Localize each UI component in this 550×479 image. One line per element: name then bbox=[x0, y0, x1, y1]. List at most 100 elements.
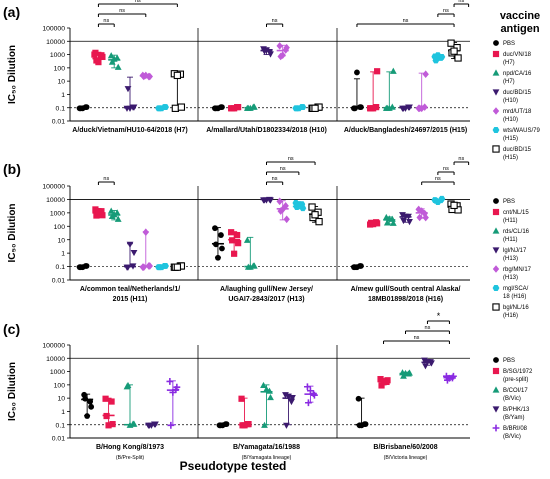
y-tick-label: 0.1 bbox=[56, 264, 66, 271]
series-duc-vn-18 bbox=[91, 49, 106, 66]
ns-label: ns bbox=[458, 156, 464, 162]
marker-square bbox=[109, 421, 116, 428]
series-pbs bbox=[81, 391, 95, 419]
legend-label: duc/BD/15 bbox=[503, 147, 532, 153]
marker-circle bbox=[219, 245, 225, 252]
legend-label: PBS bbox=[503, 41, 515, 47]
y-tick-label: 10 bbox=[57, 396, 65, 403]
legend-label: duc/BD/15 bbox=[503, 90, 532, 96]
series-bgl-nl-16 bbox=[447, 200, 462, 214]
marker-triangle-up bbox=[263, 385, 270, 393]
marker-plus bbox=[446, 374, 453, 382]
marker-circle bbox=[354, 264, 360, 271]
marker-square bbox=[229, 237, 236, 244]
marker-plus bbox=[304, 383, 311, 391]
panel-label: (a) bbox=[3, 4, 20, 20]
marker-square bbox=[241, 422, 248, 429]
marker-square bbox=[245, 421, 252, 428]
legend-label: PBS bbox=[503, 199, 515, 205]
marker-square bbox=[91, 51, 98, 58]
ns-label: ns bbox=[119, 8, 125, 14]
group-3: ns ns ns A/duck/Bangladesh/24697/2015 (H15) bbox=[344, 0, 470, 134]
series-pbs bbox=[355, 395, 369, 429]
group-title: 2015 (H11) bbox=[113, 296, 148, 303]
marker-triangle-up bbox=[492, 69, 500, 76]
marker-circle bbox=[79, 264, 86, 271]
series-mrd-ut-18 bbox=[276, 42, 290, 61]
y-tick-label: 0.1 bbox=[56, 105, 66, 112]
group-title: A/duck/Vietnam/HU10-64/2018 (H7) bbox=[72, 127, 187, 134]
marker-circle bbox=[219, 422, 226, 429]
marker-square-open bbox=[454, 206, 462, 214]
panel-c: (c) IC₅₀ Dilution 100000 10000 1000 100 10 1 0.1… bbox=[3, 311, 533, 461]
legend-label: (H15) bbox=[503, 155, 518, 161]
y-tick-label: 100 bbox=[54, 224, 66, 231]
legend-label: B/PHK/13 bbox=[503, 407, 530, 413]
marker-circle bbox=[358, 104, 364, 111]
marker-square bbox=[492, 208, 500, 216]
legend-label: PBS bbox=[503, 358, 515, 364]
group-subtitle: (B/Pre-Split) bbox=[116, 455, 145, 461]
legend-label: 18 (H16) bbox=[503, 294, 526, 300]
marker-hexagon bbox=[158, 105, 165, 112]
marker-triangle-down bbox=[148, 422, 155, 429]
series-bgl-nl-16 bbox=[308, 203, 323, 226]
series-cnt-nl-15 bbox=[228, 229, 242, 257]
marker-diamond bbox=[283, 215, 290, 224]
marker-hexagon bbox=[434, 199, 442, 206]
series-bgl-nl-16 bbox=[170, 262, 186, 271]
y-tick-label: 100000 bbox=[42, 184, 65, 191]
marker-circle bbox=[87, 398, 94, 405]
group-title: B/Hong Kong/8/1973 bbox=[96, 444, 164, 451]
series-mgl-sca- bbox=[431, 195, 446, 206]
group-subtitle: (B/Victoria lineage) bbox=[384, 455, 428, 461]
series-npd-ca-16 bbox=[107, 52, 122, 70]
marker-square-open bbox=[492, 303, 500, 311]
y-tick-label: 1 bbox=[61, 251, 65, 258]
marker-square-open bbox=[311, 104, 319, 112]
marker-circle bbox=[82, 395, 89, 402]
marker-plus bbox=[169, 389, 177, 396]
legend-label: (B/Vic) bbox=[503, 396, 521, 402]
y-tick-label: 0.01 bbox=[52, 436, 65, 443]
series-b-phk-13 bbox=[421, 357, 435, 370]
y-tick-label: 1000 bbox=[50, 210, 65, 217]
x-axis-label: Pseudotype tested bbox=[180, 459, 287, 473]
marker-triangle-up bbox=[114, 63, 122, 70]
series-duc-bd-15 bbox=[260, 46, 274, 58]
marker-triangle-down bbox=[124, 264, 132, 271]
series-b-sg-1972 bbox=[377, 376, 391, 389]
marker-triangle-down bbox=[267, 51, 274, 58]
marker-square bbox=[231, 105, 238, 112]
series-pbs bbox=[76, 263, 90, 271]
marker-circle bbox=[493, 357, 499, 363]
series-rbg-mn-17 bbox=[139, 228, 153, 271]
marker-square bbox=[99, 53, 106, 61]
series-duc-bd-15 bbox=[308, 103, 323, 112]
marker-hexagon bbox=[492, 285, 500, 291]
series-rds-cl-16 bbox=[382, 213, 397, 226]
series-npd-ca-16 bbox=[382, 67, 397, 111]
legend-label: mrd/UT/18 bbox=[503, 109, 532, 115]
marker-triangle-down bbox=[492, 247, 500, 254]
marker-circle bbox=[354, 69, 360, 76]
series-b-coi-17 bbox=[123, 381, 138, 428]
series-cnt-nl-15 bbox=[92, 206, 106, 219]
marker-triangle-down bbox=[424, 359, 431, 366]
series-b-coi-17 bbox=[399, 369, 413, 379]
series-mrd-ut-18 bbox=[415, 70, 429, 113]
ns-label: ns bbox=[103, 176, 109, 182]
series-mgl-sca- bbox=[155, 263, 169, 271]
marker-triangle-up bbox=[267, 393, 274, 401]
series-wts-waus-79 bbox=[155, 104, 169, 112]
marker-circle bbox=[355, 395, 362, 402]
marker-triangle-up bbox=[250, 262, 258, 269]
marker-circle bbox=[88, 403, 95, 410]
legend: PBS B/SG/1972 (pre-split) B/COI/17 (B/Vic) B/… bbox=[492, 357, 533, 440]
legend-label: (H7) bbox=[503, 79, 515, 85]
series-cnt-nl-15 bbox=[367, 219, 381, 228]
ns-label: ns bbox=[272, 18, 278, 24]
marker-circle bbox=[218, 232, 224, 238]
marker-circle bbox=[212, 225, 218, 232]
legend-label: B/COI/17 bbox=[503, 388, 528, 394]
